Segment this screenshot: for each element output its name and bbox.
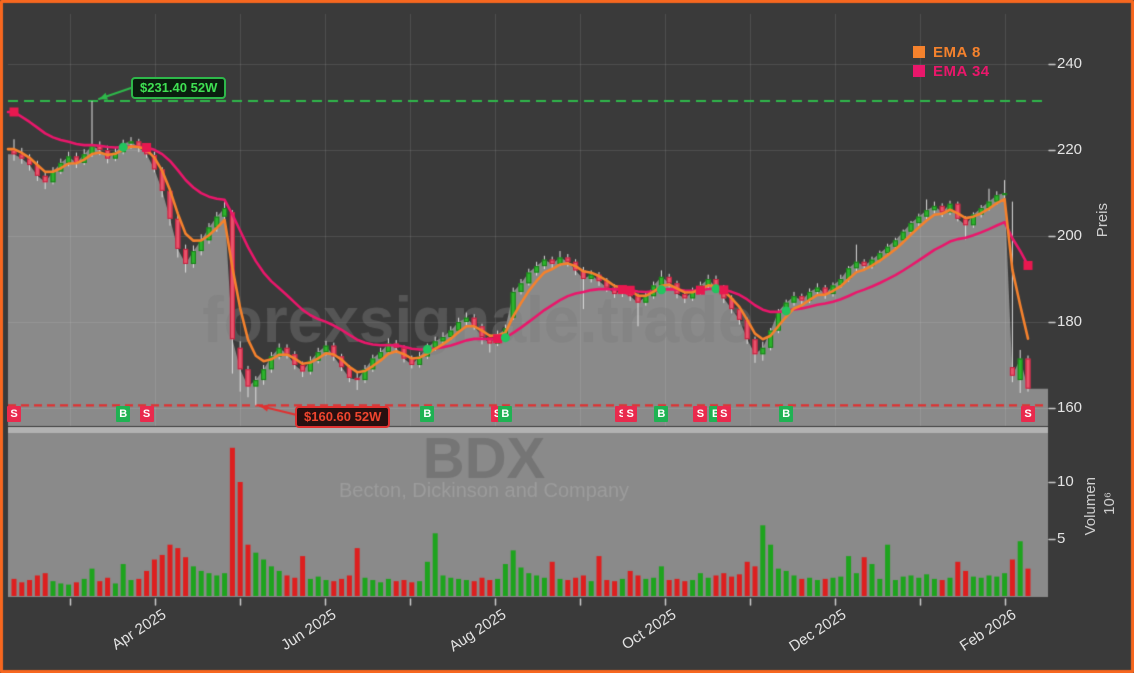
volume-tick-label: 5	[1057, 530, 1066, 547]
low-52w-annotation: $160.60 52W	[295, 406, 391, 428]
price-tick-label: 220	[1057, 141, 1083, 158]
legend-item-ema34: EMA 34	[913, 62, 990, 80]
buy-signal-badge: B	[498, 406, 513, 422]
price-tick-label: 240	[1057, 55, 1083, 72]
volume-axis-title: Volumen	[1082, 477, 1099, 536]
price-axis-title: Preis	[1094, 203, 1111, 238]
volume-tick-label: 10	[1057, 473, 1074, 490]
volume-axis-unit: 10⁶	[1101, 492, 1118, 515]
legend-label-ema8: EMA 8	[933, 43, 981, 61]
sell-signal-badge: S	[693, 406, 708, 422]
ema34-swatch-icon	[913, 65, 925, 77]
legend-item-ema8: EMA 8	[913, 43, 990, 61]
price-tick-label: 200	[1057, 227, 1083, 244]
price-tick-label: 160	[1057, 399, 1083, 416]
sell-signal-badge: S	[7, 406, 21, 422]
buy-signal-badge: B	[654, 406, 669, 422]
sell-signal-badge: S	[716, 406, 731, 422]
ema8-swatch-icon	[913, 46, 925, 58]
sell-signal-badge: S	[1021, 406, 1035, 422]
buy-signal-badge: B	[116, 406, 131, 422]
chart-legend: EMA 8 EMA 34	[913, 43, 990, 81]
high-52w-annotation: $231.40 52W	[131, 77, 227, 99]
legend-label-ema34: EMA 34	[933, 62, 990, 80]
sell-signal-badge: S	[139, 406, 154, 422]
sell-signal-badge: S	[623, 406, 638, 422]
buy-signal-badge: B	[779, 406, 794, 422]
buy-signal-badge: B	[420, 406, 435, 422]
price-tick-label: 180	[1057, 313, 1083, 330]
